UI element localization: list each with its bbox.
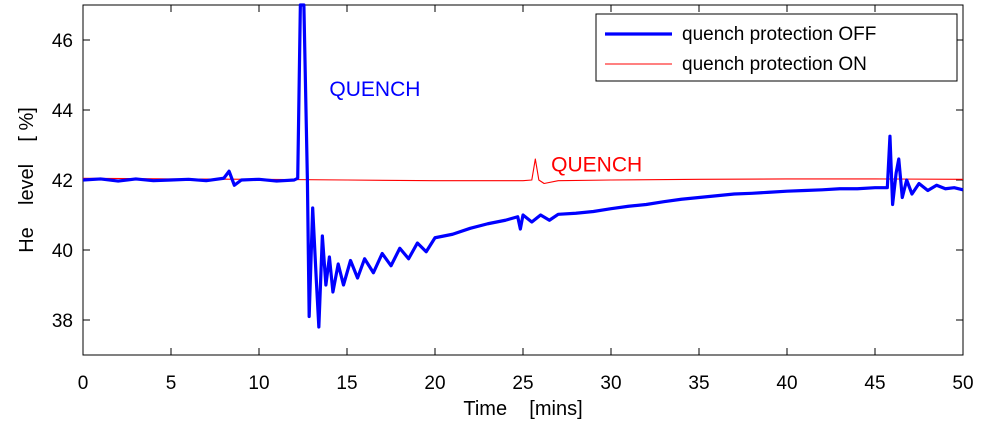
legend-box [595, 13, 958, 82]
y-tick-label: 46 [52, 31, 73, 52]
quench-annotation-on: QUENCH [551, 153, 642, 176]
y-tick-label: 38 [52, 311, 73, 332]
data-series [82, 3, 964, 329]
axis-ticks [82, 5, 964, 355]
y-tick-label: 42 [52, 171, 73, 192]
annotations: QUENCH QUENCH [329, 78, 642, 176]
y-axis-label: He level [ %] [16, 107, 38, 253]
x-tick-label: 5 [166, 373, 177, 394]
series-line-protection-off [82, 3, 964, 329]
x-tick-label: 10 [248, 373, 269, 394]
x-tick-label: 15 [336, 373, 357, 394]
x-tick-label: 25 [512, 373, 533, 394]
quench-annotation-off: QUENCH [329, 78, 420, 101]
x-axis-label: Time [mins] [463, 398, 582, 420]
x-tick-label: 45 [864, 373, 885, 394]
y-tick-label: 40 [52, 241, 73, 262]
x-tick-label: 50 [952, 373, 973, 394]
legend: quench protection OFF quench protection … [595, 13, 958, 82]
x-tick-label: 40 [776, 373, 797, 394]
x-tick-label: 30 [600, 373, 621, 394]
x-tick-label: 20 [424, 373, 445, 394]
series-line-protection-on [82, 158, 964, 185]
x-tick-label: 0 [78, 373, 89, 394]
y-tick-label: 44 [52, 101, 74, 122]
legend-label-on: quench protection ON [682, 54, 867, 75]
axis-tick-labels: 0 5 10 15 20 25 30 35 40 45 50 38 40 42 44 46 [52, 31, 974, 394]
x-tick-label: 35 [688, 373, 709, 394]
legend-label-off: quench protection OFF [682, 24, 876, 45]
